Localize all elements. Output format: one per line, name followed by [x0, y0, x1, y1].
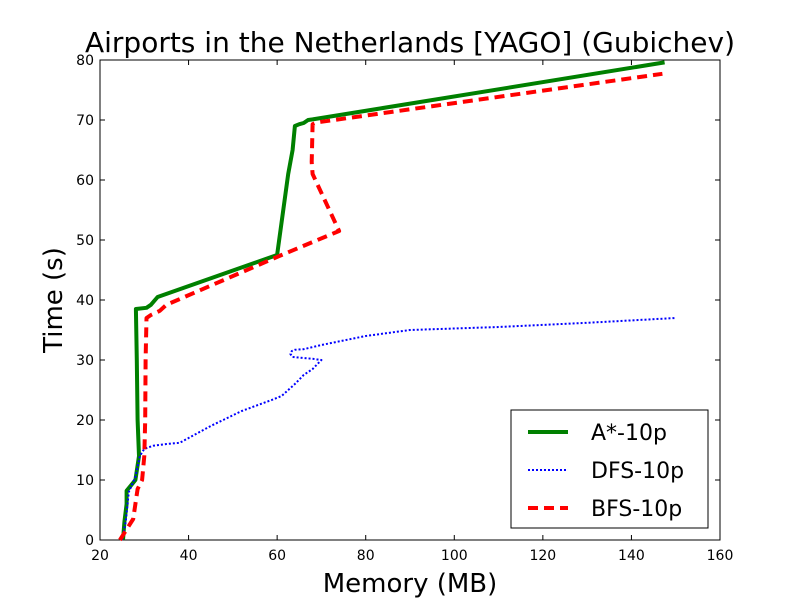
x-tick-label: 160 [707, 548, 734, 564]
series-layer [118, 60, 676, 542]
y-axis-label: Time (s) [39, 247, 69, 354]
legend-entry: A*-10p [591, 421, 667, 446]
x-axis-label: Memory (MB) [323, 569, 498, 599]
y-tick-label: 40 [76, 293, 94, 309]
y-tick-label: 80 [76, 53, 94, 69]
y-tick-label: 70 [76, 113, 94, 129]
y-tick-label: 0 [85, 533, 94, 549]
x-tick-label: 40 [180, 548, 198, 564]
series-line-a-10p [121, 60, 665, 541]
x-tick-label: 60 [268, 548, 286, 564]
y-tick-label: 30 [76, 353, 94, 369]
y-tick-label: 50 [76, 233, 94, 249]
legend-entry: BFS-10p [591, 497, 682, 522]
series-line-dfs-10p [121, 317, 676, 541]
series-line-bfs-10p [118, 71, 663, 542]
x-tick-label: 140 [618, 548, 645, 564]
tick-layer: 20 40 60 80 100 120 140 160 0 10 20 30 40 50 60 70 80 [76, 53, 733, 564]
chart-title: Airports in the Netherlands [YAGO] (Gubi… [85, 26, 735, 59]
legend-frame [510, 409, 709, 529]
legend-entry: DFS-10p [591, 459, 684, 484]
x-tick-label: 20 [91, 548, 109, 564]
y-tick-label: 10 [76, 473, 94, 489]
x-tick-label: 80 [357, 548, 375, 564]
y-tick-label: 60 [76, 173, 94, 189]
y-tick-label: 20 [76, 413, 94, 429]
legend: A*-10p DFS-10p BFS-10p [510, 409, 709, 529]
x-tick-label: 120 [529, 548, 556, 564]
x-tick-label: 100 [441, 548, 468, 564]
